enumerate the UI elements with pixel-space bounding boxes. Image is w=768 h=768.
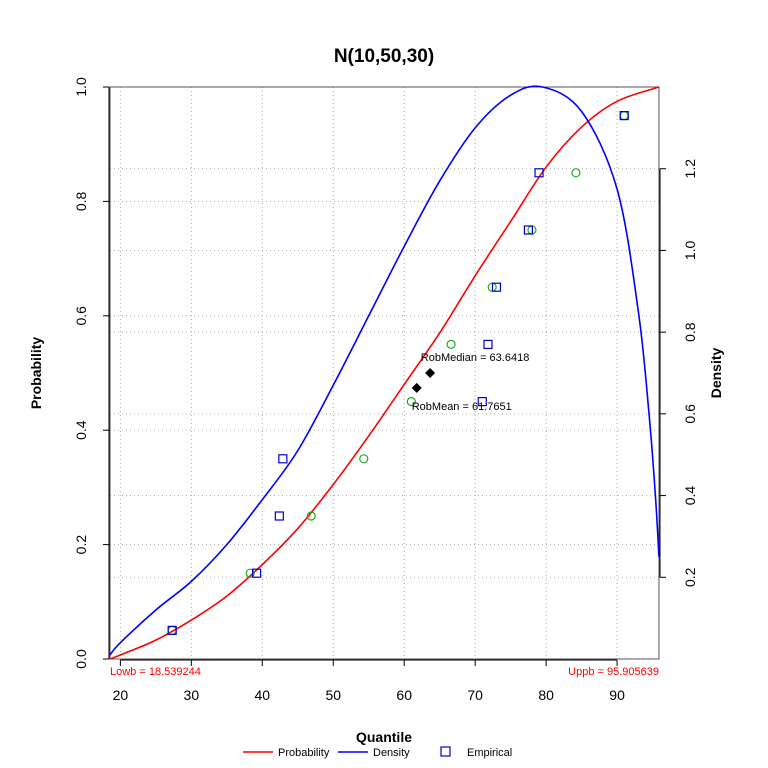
robmedian-marker	[425, 368, 436, 378]
x-tick-label: 20	[113, 687, 129, 703]
y-left-tick-label: 0.2	[73, 535, 89, 555]
legend-empirical-label: Empirical	[467, 747, 512, 759]
probability-curve	[109, 86, 660, 660]
x-tick-label: 80	[538, 687, 554, 703]
y-left-tick-label: 0.4	[73, 420, 89, 440]
empirical-point	[523, 225, 533, 235]
markers: RobMedian = 63.6418 RobMean = 61.7651	[411, 352, 530, 413]
y-left-axis: 0.0 0.2 0.4 0.6 0.8 1.0	[73, 77, 110, 669]
legend-probability-label: Probability	[278, 747, 330, 759]
lowb-label: Lowb = 18.539244	[110, 666, 201, 678]
x-axis: 20 30 40 50 60 70 80 90	[113, 659, 625, 703]
plot-frame	[109, 86, 660, 660]
theoretical-point	[306, 511, 316, 521]
y-right-tick-label: 0.2	[682, 567, 698, 587]
robmean-marker	[411, 382, 422, 393]
theoretical-point	[446, 339, 456, 349]
y-right-tick-label: 1.2	[682, 159, 698, 179]
chart-title: N(10,50,30)	[334, 46, 434, 67]
x-tick-label: 70	[467, 687, 483, 703]
legend-density-label: Density	[373, 747, 410, 759]
legend-empirical-swatch	[440, 746, 451, 757]
empirical-point	[619, 110, 629, 121]
y-left-tick-label: 1.0	[73, 77, 89, 97]
x-axis-title: Quantile	[356, 729, 412, 745]
grid	[110, 86, 659, 660]
x-tick-label: 50	[325, 687, 341, 703]
empirical-point	[278, 454, 288, 464]
empirical-point	[483, 339, 493, 349]
x-tick-label: 40	[254, 687, 270, 703]
theoretical-point	[571, 168, 581, 178]
empirical-point	[491, 282, 502, 292]
theoretical-point	[359, 454, 369, 464]
empirical-points	[167, 110, 629, 636]
robmedian-label: RobMedian = 63.6418	[421, 352, 530, 364]
uppb-label: Uppb = 95.905639	[568, 666, 659, 678]
y-left-axis-title: Probability	[28, 337, 44, 410]
empirical-point	[167, 625, 177, 636]
theoretical-point	[245, 568, 255, 578]
robmean-label: RobMean = 61.7651	[412, 401, 512, 413]
legend: Probability Density Empirical	[243, 746, 512, 759]
y-right-tick-label: 0.4	[682, 486, 698, 506]
theoretical-point	[619, 110, 629, 121]
x-tick-label: 60	[396, 687, 412, 703]
y-left-tick-label: 0.8	[73, 191, 89, 211]
y-right-tick-label: 0.6	[682, 404, 698, 424]
theoretical-point	[406, 397, 416, 407]
density-curve	[109, 85, 660, 656]
x-tick-label: 90	[609, 687, 625, 703]
empirical-point	[274, 511, 284, 521]
y-right-axis: 0.2 0.4 0.6 0.8 1.0 1.2	[659, 159, 698, 587]
y-left-tick-label: 0.6	[73, 306, 89, 326]
y-right-tick-label: 1.0	[682, 240, 698, 260]
empirical-point	[477, 397, 487, 407]
theoretical-points	[167, 110, 629, 636]
y-right-axis-title: Density	[708, 348, 724, 399]
empirical-point	[534, 168, 544, 178]
empirical-point	[252, 568, 262, 578]
x-tick-label: 30	[184, 687, 200, 703]
y-right-tick-label: 0.8	[682, 322, 698, 342]
y-left-tick-label: 0.0	[73, 649, 89, 669]
